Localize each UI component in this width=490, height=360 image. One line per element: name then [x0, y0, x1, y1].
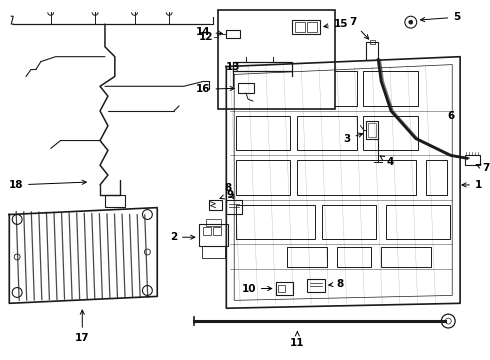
- Text: 3: 3: [343, 133, 363, 144]
- Text: 5: 5: [420, 12, 461, 22]
- Text: 15: 15: [324, 19, 348, 29]
- Bar: [198, 224, 228, 246]
- Text: 6: 6: [447, 111, 455, 121]
- Bar: [219, 10, 335, 109]
- Text: 2: 2: [170, 232, 195, 242]
- Bar: [426, 160, 447, 195]
- Text: 7: 7: [349, 17, 368, 39]
- Bar: [202, 246, 225, 258]
- Text: 18: 18: [9, 180, 86, 190]
- Bar: [297, 160, 416, 195]
- Bar: [238, 83, 254, 93]
- Bar: [226, 30, 240, 38]
- Bar: [288, 247, 327, 267]
- Bar: [295, 22, 305, 32]
- Text: 13: 13: [226, 62, 241, 72]
- Text: 4: 4: [380, 156, 393, 167]
- Bar: [278, 284, 286, 292]
- Bar: [236, 116, 291, 150]
- Bar: [236, 160, 291, 195]
- Bar: [337, 247, 371, 267]
- Bar: [203, 228, 211, 235]
- Bar: [236, 72, 295, 106]
- Text: 8: 8: [329, 279, 344, 289]
- Bar: [297, 116, 357, 150]
- Bar: [386, 205, 450, 239]
- Bar: [322, 205, 376, 239]
- Bar: [364, 116, 417, 150]
- Bar: [368, 123, 376, 136]
- Text: 10: 10: [242, 284, 272, 293]
- Circle shape: [409, 20, 413, 24]
- Text: 17: 17: [75, 310, 90, 343]
- Bar: [226, 200, 242, 213]
- Bar: [293, 20, 320, 34]
- Text: 1: 1: [462, 180, 482, 190]
- Bar: [209, 200, 222, 210]
- Bar: [307, 279, 325, 292]
- Bar: [465, 155, 480, 165]
- Text: 11: 11: [290, 332, 305, 348]
- Text: 12: 12: [199, 32, 214, 42]
- Text: 8: 8: [224, 183, 234, 199]
- Bar: [302, 72, 357, 106]
- Text: 9: 9: [220, 190, 233, 200]
- Bar: [214, 228, 221, 235]
- Text: 16: 16: [196, 84, 234, 94]
- Bar: [381, 247, 431, 267]
- Text: 7: 7: [476, 163, 489, 173]
- Bar: [364, 72, 417, 106]
- Bar: [307, 22, 317, 32]
- Bar: [370, 40, 375, 44]
- Bar: [206, 220, 221, 226]
- Bar: [276, 282, 294, 296]
- Bar: [236, 205, 315, 239]
- Text: 14: 14: [196, 27, 222, 37]
- Bar: [105, 195, 124, 207]
- Bar: [367, 42, 378, 60]
- Bar: [367, 121, 378, 139]
